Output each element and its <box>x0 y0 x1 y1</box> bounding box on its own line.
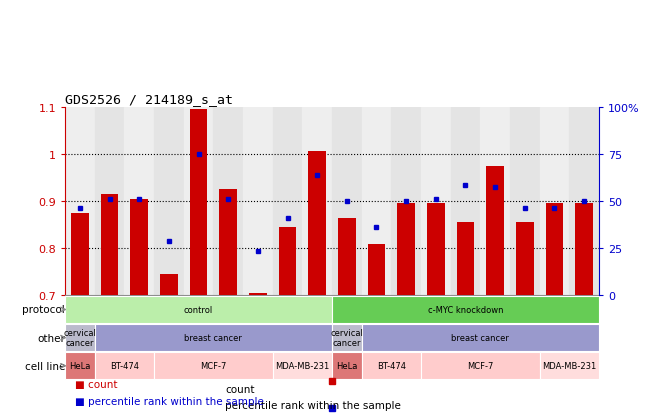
Bar <box>332 352 362 380</box>
Text: breast cancer: breast cancer <box>451 333 509 342</box>
Bar <box>332 107 362 296</box>
Bar <box>130 199 148 296</box>
Bar <box>569 107 599 296</box>
Bar <box>184 107 214 296</box>
Text: MCF-7: MCF-7 <box>201 361 227 370</box>
Text: MCF-7: MCF-7 <box>467 361 493 370</box>
Bar <box>279 228 296 296</box>
Text: ■ percentile rank within the sample: ■ percentile rank within the sample <box>75 396 264 406</box>
Text: HeLa: HeLa <box>69 361 90 370</box>
Bar <box>160 275 178 296</box>
Text: protocol: protocol <box>22 305 65 315</box>
Bar <box>362 324 599 351</box>
Text: GDS2526 / 214189_s_at: GDS2526 / 214189_s_at <box>65 93 233 106</box>
Bar <box>65 324 95 351</box>
Bar <box>65 296 332 323</box>
Text: other: other <box>37 333 65 343</box>
Text: BT-474: BT-474 <box>110 361 139 370</box>
Bar <box>71 213 89 296</box>
Bar <box>486 166 504 296</box>
Bar <box>273 352 332 380</box>
Bar <box>309 152 326 296</box>
Text: cell line: cell line <box>25 361 65 371</box>
Bar <box>219 190 237 296</box>
Bar <box>65 352 95 380</box>
Text: HeLa: HeLa <box>336 361 357 370</box>
Bar <box>243 107 273 296</box>
Text: MDA-MB-231: MDA-MB-231 <box>542 361 596 370</box>
Bar <box>95 107 124 296</box>
Text: cervical
cancer: cervical cancer <box>331 328 363 347</box>
Text: percentile rank within the sample: percentile rank within the sample <box>225 399 401 410</box>
Bar <box>575 204 593 296</box>
Bar <box>338 218 355 296</box>
Bar <box>95 352 154 380</box>
Bar <box>101 195 118 296</box>
Bar <box>391 107 421 296</box>
Bar <box>450 107 480 296</box>
Bar <box>397 204 415 296</box>
Bar <box>368 244 385 296</box>
Text: MDA-MB-231: MDA-MB-231 <box>275 361 329 370</box>
Text: c-MYC knockdown: c-MYC knockdown <box>428 305 503 314</box>
Bar <box>154 352 273 380</box>
Bar <box>332 296 599 323</box>
Bar <box>362 352 421 380</box>
Text: count: count <box>225 384 255 394</box>
Bar <box>456 223 475 296</box>
Bar <box>421 352 540 380</box>
Text: breast cancer: breast cancer <box>184 333 242 342</box>
Text: BT-474: BT-474 <box>377 361 406 370</box>
Bar <box>427 204 445 296</box>
Bar <box>421 107 450 296</box>
Text: ■ count: ■ count <box>75 379 117 389</box>
Bar <box>510 107 540 296</box>
Text: control: control <box>184 305 213 314</box>
Bar <box>540 107 569 296</box>
Bar <box>95 324 332 351</box>
Bar <box>189 110 208 296</box>
Text: cervical
cancer: cervical cancer <box>64 328 96 347</box>
Bar <box>516 223 534 296</box>
Bar <box>124 107 154 296</box>
Bar <box>65 107 95 296</box>
Bar <box>249 293 267 296</box>
Bar <box>273 107 302 296</box>
Bar <box>214 107 243 296</box>
Bar <box>332 324 362 351</box>
Bar <box>154 107 184 296</box>
Bar <box>480 107 510 296</box>
Bar <box>546 204 563 296</box>
Bar <box>540 352 599 380</box>
Bar <box>362 107 391 296</box>
Bar <box>302 107 332 296</box>
